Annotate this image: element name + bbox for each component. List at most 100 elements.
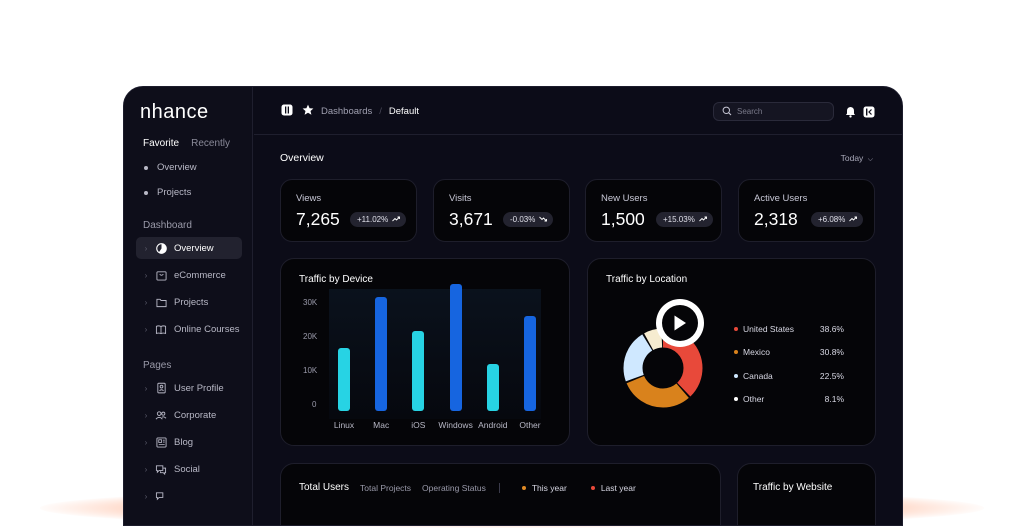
tab-operating-status[interactable]: Operating Status xyxy=(422,482,486,493)
trend-up-icon xyxy=(698,215,707,224)
legend-label: Last year xyxy=(600,482,636,493)
donut-slice-mexico[interactable] xyxy=(623,328,703,408)
sidebar-item-more[interactable]: › xyxy=(136,485,242,507)
bar-other[interactable] xyxy=(524,315,536,411)
x-tick: Other xyxy=(519,420,541,430)
bar-mac[interactable] xyxy=(375,297,388,411)
topbar: Dashboards / Default xyxy=(254,87,902,135)
traffic-by-device-card: Traffic by Device 30K 20K 10K 0 Linux Mac… xyxy=(280,258,570,446)
legend-item: Other 8.1% xyxy=(734,394,844,404)
star-icon[interactable] xyxy=(302,104,314,119)
chevron-right-icon: › xyxy=(144,297,148,307)
breadcrumb-separator: / xyxy=(379,106,382,117)
sidebar-item-projects[interactable]: › Projects xyxy=(136,291,242,313)
legend-value: 22.5% xyxy=(819,371,844,381)
divider xyxy=(498,482,500,493)
breadcrumb-default[interactable]: Default xyxy=(388,106,419,117)
device-bar-chart: 30K 20K 10K 0 Linux Mac iOS Windows Android O… xyxy=(281,259,569,445)
legend-label: Mexico xyxy=(743,347,770,357)
sidebar-item-social[interactable]: › Social xyxy=(136,458,242,480)
dashboard-section-label: Dashboard xyxy=(143,220,192,231)
stat-card-new-users[interactable]: New Users 1,500 +15.03% xyxy=(585,179,722,242)
sidebar-item-user-profile[interactable]: › User Profile xyxy=(136,377,242,399)
card-title: Traffic by Website xyxy=(753,482,833,493)
sidebar-item-overview[interactable]: › Overview xyxy=(136,237,242,259)
stat-change: +15.03% xyxy=(663,215,695,224)
legend-label: This year xyxy=(531,482,567,493)
search-box[interactable] xyxy=(713,102,834,121)
legend-item: Mexico 30.8% xyxy=(734,347,844,357)
sidebar-item-online-courses[interactable]: › Online Courses xyxy=(136,318,242,340)
shopping-bag-icon xyxy=(155,269,167,281)
stat-change: +6.08% xyxy=(818,215,846,224)
legend-value: 8.1% xyxy=(824,394,844,404)
stat-value: 3,671 xyxy=(449,209,493,229)
main-content: Overview Today ⌵ Views 7,265 +11.02% Vis… xyxy=(254,136,902,525)
page-title: Overview xyxy=(280,152,324,164)
sidebar-toggle-icon[interactable] xyxy=(281,104,293,119)
donut-slice-canada[interactable] xyxy=(623,328,703,408)
sidebar-item-corporate[interactable]: › Corporate xyxy=(136,404,242,426)
tab-recently[interactable]: Recently xyxy=(191,138,231,149)
stat-value: 1,500 xyxy=(601,209,645,229)
legend-dot xyxy=(734,374,738,378)
bar-ios[interactable] xyxy=(412,330,425,411)
stat-card-views[interactable]: Views 7,265 +11.02% xyxy=(280,179,417,242)
stat-card-active-users[interactable]: Active Users 2,318 +6.08% xyxy=(738,179,875,242)
pages-section-label: Pages xyxy=(143,360,172,371)
x-tick: iOS xyxy=(411,420,426,430)
chevron-right-icon: › xyxy=(144,491,148,501)
stat-change: -0.03% xyxy=(510,215,536,224)
sidebar-item-blog[interactable]: › Blog xyxy=(136,431,242,453)
legend-value: 38.6% xyxy=(819,324,844,334)
panel-toggle-icon[interactable] xyxy=(863,105,875,123)
period-select[interactable]: Today ⌵ xyxy=(841,153,873,164)
stat-change-badge: +15.03% xyxy=(656,212,713,227)
tab-favorite[interactable]: Favorite xyxy=(143,138,180,149)
sidebar-item-label: eCommerce xyxy=(174,269,226,281)
legend-label: United States xyxy=(743,324,795,334)
total-users-card: Total Users Total Projects Operating Sta… xyxy=(280,463,721,525)
trend-up-icon xyxy=(392,215,401,224)
legend-item: United States 38.6% xyxy=(734,324,844,334)
y-tick: 10K xyxy=(303,366,318,375)
chat-icon xyxy=(155,490,167,502)
legend-last-year: Last year xyxy=(590,482,636,493)
sidebar-item-label: Corporate xyxy=(174,409,217,421)
stat-change-badge: -0.03% xyxy=(503,212,554,227)
search-input[interactable] xyxy=(737,107,827,116)
stat-change: +11.02% xyxy=(357,215,389,224)
stat-change-badge: +11.02% xyxy=(350,212,407,227)
play-video-button[interactable] xyxy=(656,299,704,347)
document-icon xyxy=(155,436,167,448)
chevron-right-icon: › xyxy=(144,270,148,280)
bar-android[interactable] xyxy=(486,364,499,411)
sidebar-item-ecommerce[interactable]: › eCommerce xyxy=(136,264,242,286)
chevron-right-icon: › xyxy=(144,410,148,420)
breadcrumb-dashboards[interactable]: Dashboards xyxy=(321,106,373,117)
bar-linux[interactable] xyxy=(338,347,350,411)
stat-value: 2,318 xyxy=(754,209,798,229)
chevron-down-icon: ⌵ xyxy=(867,156,873,163)
y-tick: 20K xyxy=(303,332,318,341)
chevron-right-icon: › xyxy=(144,383,148,393)
card-title: Traffic by Location xyxy=(606,274,688,285)
sidebar-item-label: Social xyxy=(174,463,200,475)
stat-label: New Users xyxy=(601,193,648,204)
card-title: Traffic by Device xyxy=(299,274,373,285)
favorite-item-label: Overview xyxy=(157,162,197,173)
x-tick: Android xyxy=(478,420,508,430)
legend-label: Canada xyxy=(743,371,773,381)
tab-total-users[interactable]: Total Users xyxy=(299,482,350,493)
chat-icon xyxy=(155,463,167,475)
tab-total-projects[interactable]: Total Projects xyxy=(360,482,412,493)
bell-icon[interactable] xyxy=(845,105,856,123)
sidebar-item-label: Blog xyxy=(174,436,194,448)
x-tick: Mac xyxy=(373,420,390,430)
favorite-item-overview[interactable]: Overview xyxy=(144,162,197,173)
stat-card-visits[interactable]: Visits 3,671 -0.03% xyxy=(433,179,570,242)
favorite-item-projects[interactable]: Projects xyxy=(144,187,191,198)
total-users-header: Total Users Total Projects Operating Sta… xyxy=(299,482,660,493)
bar-windows[interactable] xyxy=(449,284,462,411)
play-icon xyxy=(662,305,698,341)
